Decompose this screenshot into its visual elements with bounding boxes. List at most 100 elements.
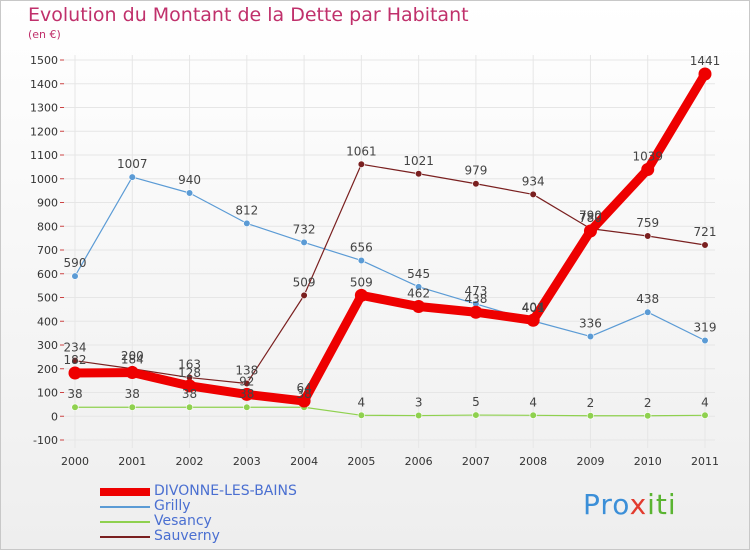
data-point-sauverny <box>357 160 365 168</box>
data-point-grilly <box>586 332 595 341</box>
logo-text-iti: iti <box>647 488 677 521</box>
data-label-sauverny: 934 <box>522 174 545 188</box>
data-label-grilly: 336 <box>579 316 602 330</box>
data-point-vesancy <box>243 403 251 411</box>
data-point-sauverny <box>472 180 480 188</box>
x-tick-label: 2011 <box>691 455 719 468</box>
chart-title: Evolution du Montant de la Dette par Hab… <box>28 4 469 26</box>
y-tick-label: 100 <box>37 387 58 400</box>
data-point-sauverny <box>415 170 423 178</box>
data-label-grilly: 1007 <box>117 157 148 171</box>
data-label-sauverny: 790 <box>579 209 602 223</box>
legend-swatch-grilly <box>100 505 150 508</box>
data-label-grilly: 732 <box>293 222 316 236</box>
legend-item-vesancy: Vesancy <box>100 514 297 529</box>
series-line-vesancy <box>74 406 706 417</box>
data-label-divonne-les-bains: 92 <box>239 374 254 388</box>
data-label-vesancy: 38 <box>239 387 254 401</box>
legend-label-divonne-les-bains: DIVONNE-LES-BAINS <box>154 483 297 499</box>
data-point-vesancy <box>644 412 652 420</box>
data-point-divonne-les-bains <box>641 162 655 176</box>
data-label-grilly: 438 <box>636 292 659 306</box>
data-label-grilly: 940 <box>178 173 201 187</box>
data-label-divonne-les-bains: 1039 <box>632 149 663 163</box>
data-point-divonne-les-bains <box>412 300 426 314</box>
data-label-divonne-les-bains: 404 <box>522 300 545 314</box>
x-tick-label: 2002 <box>176 455 204 468</box>
y-tick-label: 1100 <box>30 149 58 162</box>
data-label-sauverny: 1021 <box>403 154 434 168</box>
data-label-grilly: 319 <box>694 320 717 334</box>
data-label-sauverny: 1061 <box>346 144 377 158</box>
data-label-sauverny: 979 <box>464 164 487 178</box>
legend-label-sauverny: Sauverny <box>154 528 220 544</box>
data-label-grilly: 401 <box>522 301 545 315</box>
data-point-grilly <box>701 336 709 345</box>
x-tick-label: 2001 <box>118 455 146 468</box>
data-point-sauverny <box>701 241 709 249</box>
y-tick-label: 1200 <box>30 125 58 138</box>
x-tick-label: 2000 <box>61 455 89 468</box>
data-point-divonne-les-bains <box>526 313 540 327</box>
data-label-sauverny: 234 <box>64 341 87 355</box>
data-label-sauverny: 138 <box>235 363 258 377</box>
data-point-vesancy <box>415 411 423 420</box>
data-point-vesancy <box>472 411 480 419</box>
data-point-vesancy <box>128 403 136 411</box>
data-label-divonne-les-bains: 1441 <box>690 54 721 68</box>
chart-subtitle: (en €) <box>28 28 61 41</box>
y-tick-label: 1500 <box>30 54 58 67</box>
data-label-sauverny: 509 <box>293 275 316 289</box>
logo-text-x: x <box>629 488 648 521</box>
x-tick-label: 2003 <box>233 455 261 468</box>
data-point-divonne-les-bains <box>698 67 712 81</box>
data-label-divonne-les-bains: 184 <box>121 353 144 367</box>
data-label-vesancy: 38 <box>67 387 82 401</box>
data-point-sauverny <box>529 190 537 199</box>
data-label-grilly: 590 <box>64 256 87 270</box>
data-label-vesancy: 38 <box>125 387 140 401</box>
y-tick-label: 300 <box>37 339 58 352</box>
y-tick-label: 1400 <box>30 78 58 91</box>
series-line-divonne-les-bains <box>70 69 710 406</box>
data-point-vesancy <box>357 411 365 419</box>
proxiti-logo: Proxiti <box>583 488 677 521</box>
data-label-grilly: 812 <box>235 203 258 217</box>
legend-swatch-divonne-les-bains <box>100 487 150 496</box>
data-point-vesancy <box>71 403 79 411</box>
y-tick-label: 1300 <box>30 102 58 115</box>
data-label-vesancy: 2 <box>644 396 652 410</box>
data-label-vesancy: 2 <box>587 396 595 410</box>
x-tick-label: 2005 <box>347 455 375 468</box>
y-tick-label: 400 <box>37 315 58 328</box>
data-point-sauverny <box>243 379 251 388</box>
data-point-divonne-les-bains <box>583 224 597 238</box>
legend-item-grilly: Grilly <box>100 499 297 514</box>
data-point-sauverny <box>71 357 79 365</box>
data-point-divonne-les-bains <box>68 366 82 380</box>
data-point-grilly <box>644 308 652 316</box>
data-point-grilly <box>71 272 79 280</box>
legend-item-divonne-les-bains: DIVONNE-LES-BAINS <box>100 484 297 499</box>
data-label-grilly: 545 <box>407 267 430 281</box>
data-label-vesancy: 4 <box>529 395 537 409</box>
x-tick-label: 2008 <box>519 455 547 468</box>
legend-item-sauverny: Sauverny <box>100 529 297 544</box>
data-point-divonne-les-bains <box>183 379 197 393</box>
data-label-divonne-les-bains: 64 <box>296 381 311 395</box>
x-tick-label: 2007 <box>462 455 490 468</box>
y-tick-label: -100 <box>33 434 58 447</box>
data-label-grilly: 473 <box>464 284 487 298</box>
data-label-vesancy: 3 <box>415 396 423 410</box>
data-label-vesancy: 5 <box>472 395 480 409</box>
data-label-divonne-les-bains: 128 <box>178 366 201 380</box>
legend-label-grilly: Grilly <box>154 498 191 514</box>
data-point-grilly <box>243 219 251 227</box>
data-label-vesancy: 38 <box>182 387 197 401</box>
data-label-grilly: 656 <box>350 240 373 254</box>
logo-text-pro: Pro <box>583 488 630 521</box>
data-point-vesancy <box>586 412 595 420</box>
data-point-grilly <box>185 189 194 197</box>
y-tick-label: 700 <box>37 244 58 257</box>
